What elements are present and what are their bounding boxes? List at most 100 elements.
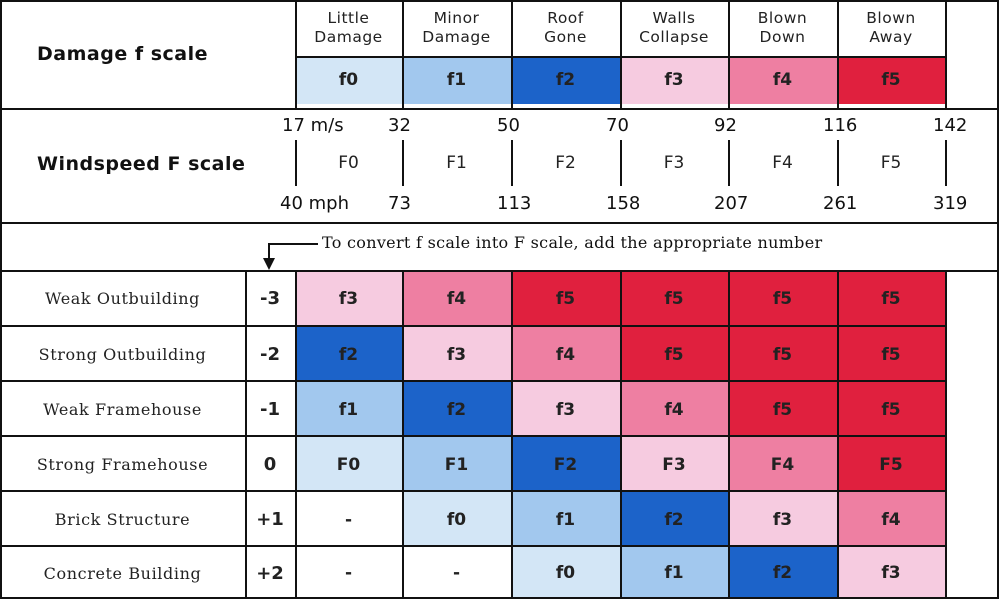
damage-category-line1: Little [327, 9, 370, 27]
matrix-cell: f0 [402, 492, 511, 547]
grid-line [0, 108, 999, 110]
windspeed-boundary-tick [837, 140, 839, 186]
windspeed-ms-label: 17 m/s [282, 115, 344, 136]
matrix-cell: F4 [728, 437, 837, 492]
matrix-cell: f4 [620, 382, 728, 437]
grid-line [0, 545, 945, 547]
windspeed-ms-label: 116 [823, 115, 858, 136]
matrix-cell: f3 [837, 547, 945, 599]
windspeed-boundary-tick [402, 140, 404, 186]
damage-code-f3: f3 [620, 56, 728, 104]
damage-category-line1: Roof [547, 9, 584, 27]
matrix-cell: f3 [402, 327, 511, 382]
adjustment-value: -2 [260, 344, 280, 365]
adjustment-value: 0 [263, 454, 277, 475]
windspeed-range-F3: F3 [663, 153, 685, 173]
building-type-label: Brick Structure [54, 510, 191, 529]
damage-scale-title: Damage f scale [37, 43, 208, 65]
conversion-note: To convert f scale into F scale, add the… [322, 233, 823, 252]
matrix-cell: f5 [837, 382, 945, 437]
windspeed-range-F2: F2 [555, 153, 576, 173]
windspeed-scale-title: Windspeed F scale [37, 153, 246, 175]
damage-category-line1: Walls [652, 9, 696, 27]
damage-category-line2: Damage [314, 28, 383, 46]
windspeed-mph-label: 319 [933, 193, 968, 214]
matrix-cell: - [402, 547, 511, 599]
matrix-cell: f2 [620, 492, 728, 547]
grid-line [0, 435, 945, 437]
windspeed-boundary-tick [945, 140, 947, 186]
windspeed-boundary-tick [295, 140, 297, 186]
building-type-label: Weak Outbuilding [44, 289, 201, 308]
damage-code-f0: f0 [295, 56, 402, 104]
matrix-cell: f3 [511, 382, 620, 437]
windspeed-ms-label: 92 [714, 115, 737, 136]
building-type-label: Strong Framehouse [36, 455, 209, 474]
windspeed-ms-label: 70 [606, 115, 629, 136]
damage-category-line2: Collapse [639, 28, 709, 46]
matrix-cell: f3 [295, 270, 402, 327]
matrix-cell: f5 [728, 270, 837, 327]
grid-line [728, 270, 730, 599]
windspeed-mph-label: 113 [497, 193, 532, 214]
damage-code-f5: f5 [837, 56, 945, 104]
building-type-label: Concrete Building [43, 563, 202, 583]
damage-category-line1: Minor [433, 9, 480, 27]
windspeed-mph-label: 40 mph [280, 193, 349, 214]
grid-line [0, 490, 945, 492]
windspeed-range-F4: F4 [772, 153, 793, 173]
grid-line [945, 270, 947, 599]
building-type-label: Weak Framehouse [43, 400, 202, 419]
grid-line [0, 597, 999, 599]
damage-category-f4: Blown Down [728, 5, 837, 51]
matrix-cell: F3 [620, 437, 728, 492]
windspeed-boundary-tick [620, 140, 622, 186]
adjustment-value: -1 [260, 399, 280, 420]
windspeed-mph-label: 261 [823, 193, 858, 214]
damage-code-f2: f2 [511, 56, 620, 104]
damage-category-f1: Minor Damage [402, 5, 511, 51]
grid-line [402, 0, 404, 108]
matrix-cell: f5 [837, 327, 945, 382]
adjustment-value: +1 [256, 509, 284, 530]
grid-line [295, 270, 297, 599]
grid-line [0, 222, 999, 224]
damage-category-f3: Walls Collapse [620, 5, 728, 51]
grid-line [511, 0, 513, 108]
matrix-cell: f5 [511, 270, 620, 327]
matrix-cell: f2 [728, 547, 837, 599]
damage-category-f5: Blown Away [837, 5, 945, 51]
matrix-cell: - [295, 547, 402, 599]
matrix-cell: f1 [511, 492, 620, 547]
matrix-cell: - [295, 492, 402, 547]
matrix-cell: f4 [837, 492, 945, 547]
grid-line [0, 380, 945, 382]
grid-line [620, 0, 622, 108]
matrix-cell: f5 [837, 270, 945, 327]
grid-line [945, 0, 947, 108]
grid-line [837, 270, 839, 599]
building-type-label: Strong Outbuilding [38, 345, 207, 364]
matrix-cell: f4 [402, 270, 511, 327]
matrix-cell: F0 [295, 437, 402, 492]
windspeed-range-F5: F5 [880, 153, 902, 173]
matrix-cell: F1 [402, 437, 511, 492]
windspeed-ms-label: 142 [933, 115, 968, 136]
grid-line [728, 0, 730, 108]
grid-line [0, 325, 945, 327]
windspeed-boundary-tick [728, 140, 730, 186]
grid-line [997, 0, 999, 599]
windspeed-mph-label: 207 [714, 193, 749, 214]
matrix-cell: f1 [295, 382, 402, 437]
windspeed-range-F1: F1 [446, 153, 467, 173]
matrix-cell: f2 [295, 327, 402, 382]
damage-category-line2: Damage [422, 28, 491, 46]
grid-line [0, 270, 999, 272]
grid-line [0, 0, 2, 599]
windspeed-ms-label: 32 [388, 115, 411, 136]
windspeed-mph-label: 158 [606, 193, 641, 214]
damage-category-line2: Away [869, 28, 913, 46]
damage-category-line1: Blown [757, 9, 808, 27]
matrix-cell: f5 [728, 382, 837, 437]
